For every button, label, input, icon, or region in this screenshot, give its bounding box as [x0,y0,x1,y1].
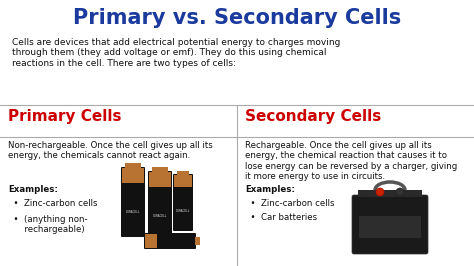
Bar [152,167,168,172]
Circle shape [396,188,404,196]
FancyBboxPatch shape [173,174,193,231]
Text: •  Zinc-carbon cells: • Zinc-carbon cells [245,199,335,208]
Bar [358,190,422,197]
Text: Examples:: Examples: [8,185,58,194]
FancyBboxPatch shape [144,233,196,249]
Bar [122,168,144,183]
FancyBboxPatch shape [352,195,428,254]
Bar [177,171,189,175]
Text: Non-rechargeable. Once the cell gives up all its
energy, the chemicals cannot re: Non-rechargeable. Once the cell gives up… [8,141,213,160]
Text: DURACELL: DURACELL [126,210,140,214]
Text: DURACELL: DURACELL [176,209,190,213]
Bar [195,237,200,245]
Text: Primary vs. Secondary Cells: Primary vs. Secondary Cells [73,8,401,28]
Text: Cells are devices that add electrical potential energy to charges moving
through: Cells are devices that add electrical po… [12,38,340,68]
Bar [149,172,171,187]
Bar [359,216,421,238]
Circle shape [376,188,384,196]
Text: Rechargeable. Once the cell gives up all its
energy, the chemical reaction that : Rechargeable. Once the cell gives up all… [245,141,457,181]
Text: •  Car batteries: • Car batteries [245,213,317,222]
Text: DURACELL: DURACELL [153,214,167,218]
Text: •  Zinc-carbon cells: • Zinc-carbon cells [8,199,98,208]
Text: Examples:: Examples: [245,185,295,194]
Bar [125,163,141,168]
Text: Secondary Cells: Secondary Cells [245,109,381,124]
Text: Primary Cells: Primary Cells [8,109,121,124]
FancyBboxPatch shape [148,171,172,241]
Text: •  (anything non-
      rechargeable): • (anything non- rechargeable) [8,215,88,234]
Bar [145,234,157,248]
FancyBboxPatch shape [121,167,145,237]
Bar [174,175,192,187]
